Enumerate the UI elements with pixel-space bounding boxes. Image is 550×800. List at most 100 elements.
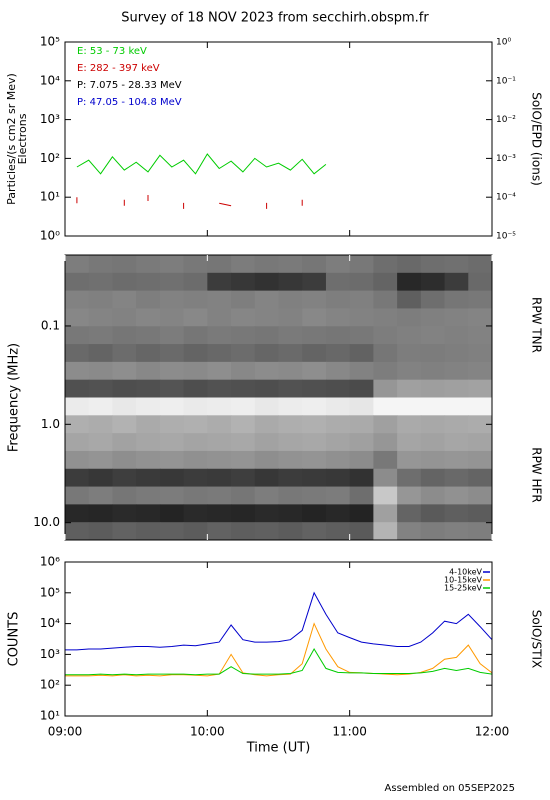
spectrogram-cell [65, 397, 90, 416]
spectrogram-cell [420, 486, 446, 505]
spectrogram-cell [349, 450, 374, 470]
spectrogram-cell [88, 450, 113, 470]
spectrogram-cell [65, 415, 90, 434]
spectrogram-cell [136, 272, 161, 292]
spectrogram-cell [112, 326, 137, 345]
spectrogram-cell [136, 255, 161, 274]
spectrogram-cell [207, 290, 232, 309]
spectrogram-cell [373, 415, 398, 434]
spectrogram-cell [159, 255, 185, 274]
spectrogram-cell [112, 433, 137, 452]
spectrogram-cell [65, 433, 90, 452]
spectrogram-cell [112, 272, 137, 292]
spectrogram-cell [231, 397, 256, 416]
spectrogram-cell [397, 326, 422, 345]
spectrogram-cell [278, 433, 303, 452]
spectrogram-cell [88, 433, 113, 452]
spectrogram-cell [159, 486, 185, 505]
spectrogram-cell [136, 415, 161, 434]
spectrogram-cell [65, 290, 90, 309]
spectrogram-cell [349, 361, 374, 381]
spectrogram-cell [420, 290, 446, 309]
spectrogram-cell [65, 255, 90, 274]
spectrogram-cell [159, 344, 185, 363]
spectrogram-cell [207, 397, 232, 416]
spectrogram-cell [373, 344, 398, 363]
y2-tick-label: 10⁻⁵ [496, 232, 516, 242]
spectrogram-cell [349, 290, 374, 309]
spectrogram-cell [159, 361, 185, 381]
spectrogram-cell [159, 433, 185, 452]
spectrogram-cell [278, 522, 303, 541]
spectrogram-cell [420, 379, 446, 398]
x-axis-label: Time (UT) [246, 741, 311, 756]
spectrogram-cell [112, 290, 137, 309]
y-axis-label: Particles/(s cm2 sr Mev) [5, 73, 18, 205]
right-label: RPW TNR [530, 297, 544, 353]
spectrogram-cell [278, 504, 303, 523]
spectrogram-cell [65, 379, 90, 398]
spectrogram-cell [325, 450, 351, 470]
spectrogram-cell [207, 272, 232, 292]
series-line [76, 153, 327, 175]
spectrogram-cell [183, 450, 208, 470]
spectrogram-cell [231, 468, 256, 488]
legend-label: E: 53 - 73 keV [77, 46, 147, 57]
spectrogram-cell [373, 290, 398, 309]
y2-tick-label: 10⁻¹ [496, 76, 516, 86]
spectrogram-cell [159, 308, 185, 327]
spectrogram-cell [207, 361, 232, 381]
spectrogram-cell [88, 272, 113, 292]
spectrogram-cell [231, 255, 256, 274]
y-tick-label: 10³ [40, 112, 60, 126]
spectrogram-cell [444, 290, 469, 309]
spectrogram-cell [136, 468, 161, 488]
footer: Assembled on 05SEP2025 [385, 783, 515, 794]
spectrogram-cell [468, 486, 493, 505]
spectrogram-cell [254, 397, 279, 416]
spectrogram-cell [254, 308, 279, 327]
spectrogram-cell [231, 272, 256, 292]
legend-label: E: 282 - 397 keV [77, 63, 160, 74]
spectrogram-cell [302, 361, 327, 381]
spectrogram-cell [254, 255, 279, 274]
spectrogram-cell [420, 272, 446, 292]
spectrogram-cell [278, 415, 303, 434]
spectrogram-cell [207, 450, 232, 470]
right-label: SolO/EPD (ions) [530, 92, 544, 186]
spectrogram-cell [420, 522, 446, 541]
spectrogram-cell [468, 344, 493, 363]
spectrogram-cell [302, 255, 327, 274]
spectrogram-cell [397, 255, 422, 274]
spectrogram-cell [65, 326, 90, 345]
spectrogram-cell [397, 290, 422, 309]
spectrogram-cell [373, 379, 398, 398]
spectrogram-cell [444, 326, 469, 345]
spectrogram-cell [159, 504, 185, 523]
spectrogram-cell [112, 450, 137, 470]
spectrogram-cell [302, 450, 327, 470]
spectrogram-cell [325, 290, 351, 309]
y2-tick-label: 10⁻² [496, 115, 516, 125]
spectrogram-cell [468, 415, 493, 434]
spectrogram-cell [420, 450, 446, 470]
spectrogram-cell [349, 397, 374, 416]
legend-label: P: 7.075 - 28.33 MeV [77, 80, 182, 91]
spectrogram-cell [159, 415, 185, 434]
spectrogram-cell [397, 486, 422, 505]
spectrogram-cell [468, 326, 493, 345]
spectrogram-cell [349, 504, 374, 523]
spectrogram-cell [420, 397, 446, 416]
spectrogram-cell [373, 397, 398, 416]
spectrogram-cell [325, 308, 351, 327]
spectrogram-cell [136, 308, 161, 327]
spectrogram-cell [325, 379, 351, 398]
x-tick-label: 11:00 [332, 725, 367, 739]
spectrogram-cell [397, 361, 422, 381]
spectrogram-cell [136, 433, 161, 452]
spectrogram-cell [254, 344, 279, 363]
spectrogram-cell [278, 450, 303, 470]
y-tick-label: 10⁶ [40, 555, 60, 569]
y-axis-label: Frequency (MHz) [7, 343, 22, 452]
